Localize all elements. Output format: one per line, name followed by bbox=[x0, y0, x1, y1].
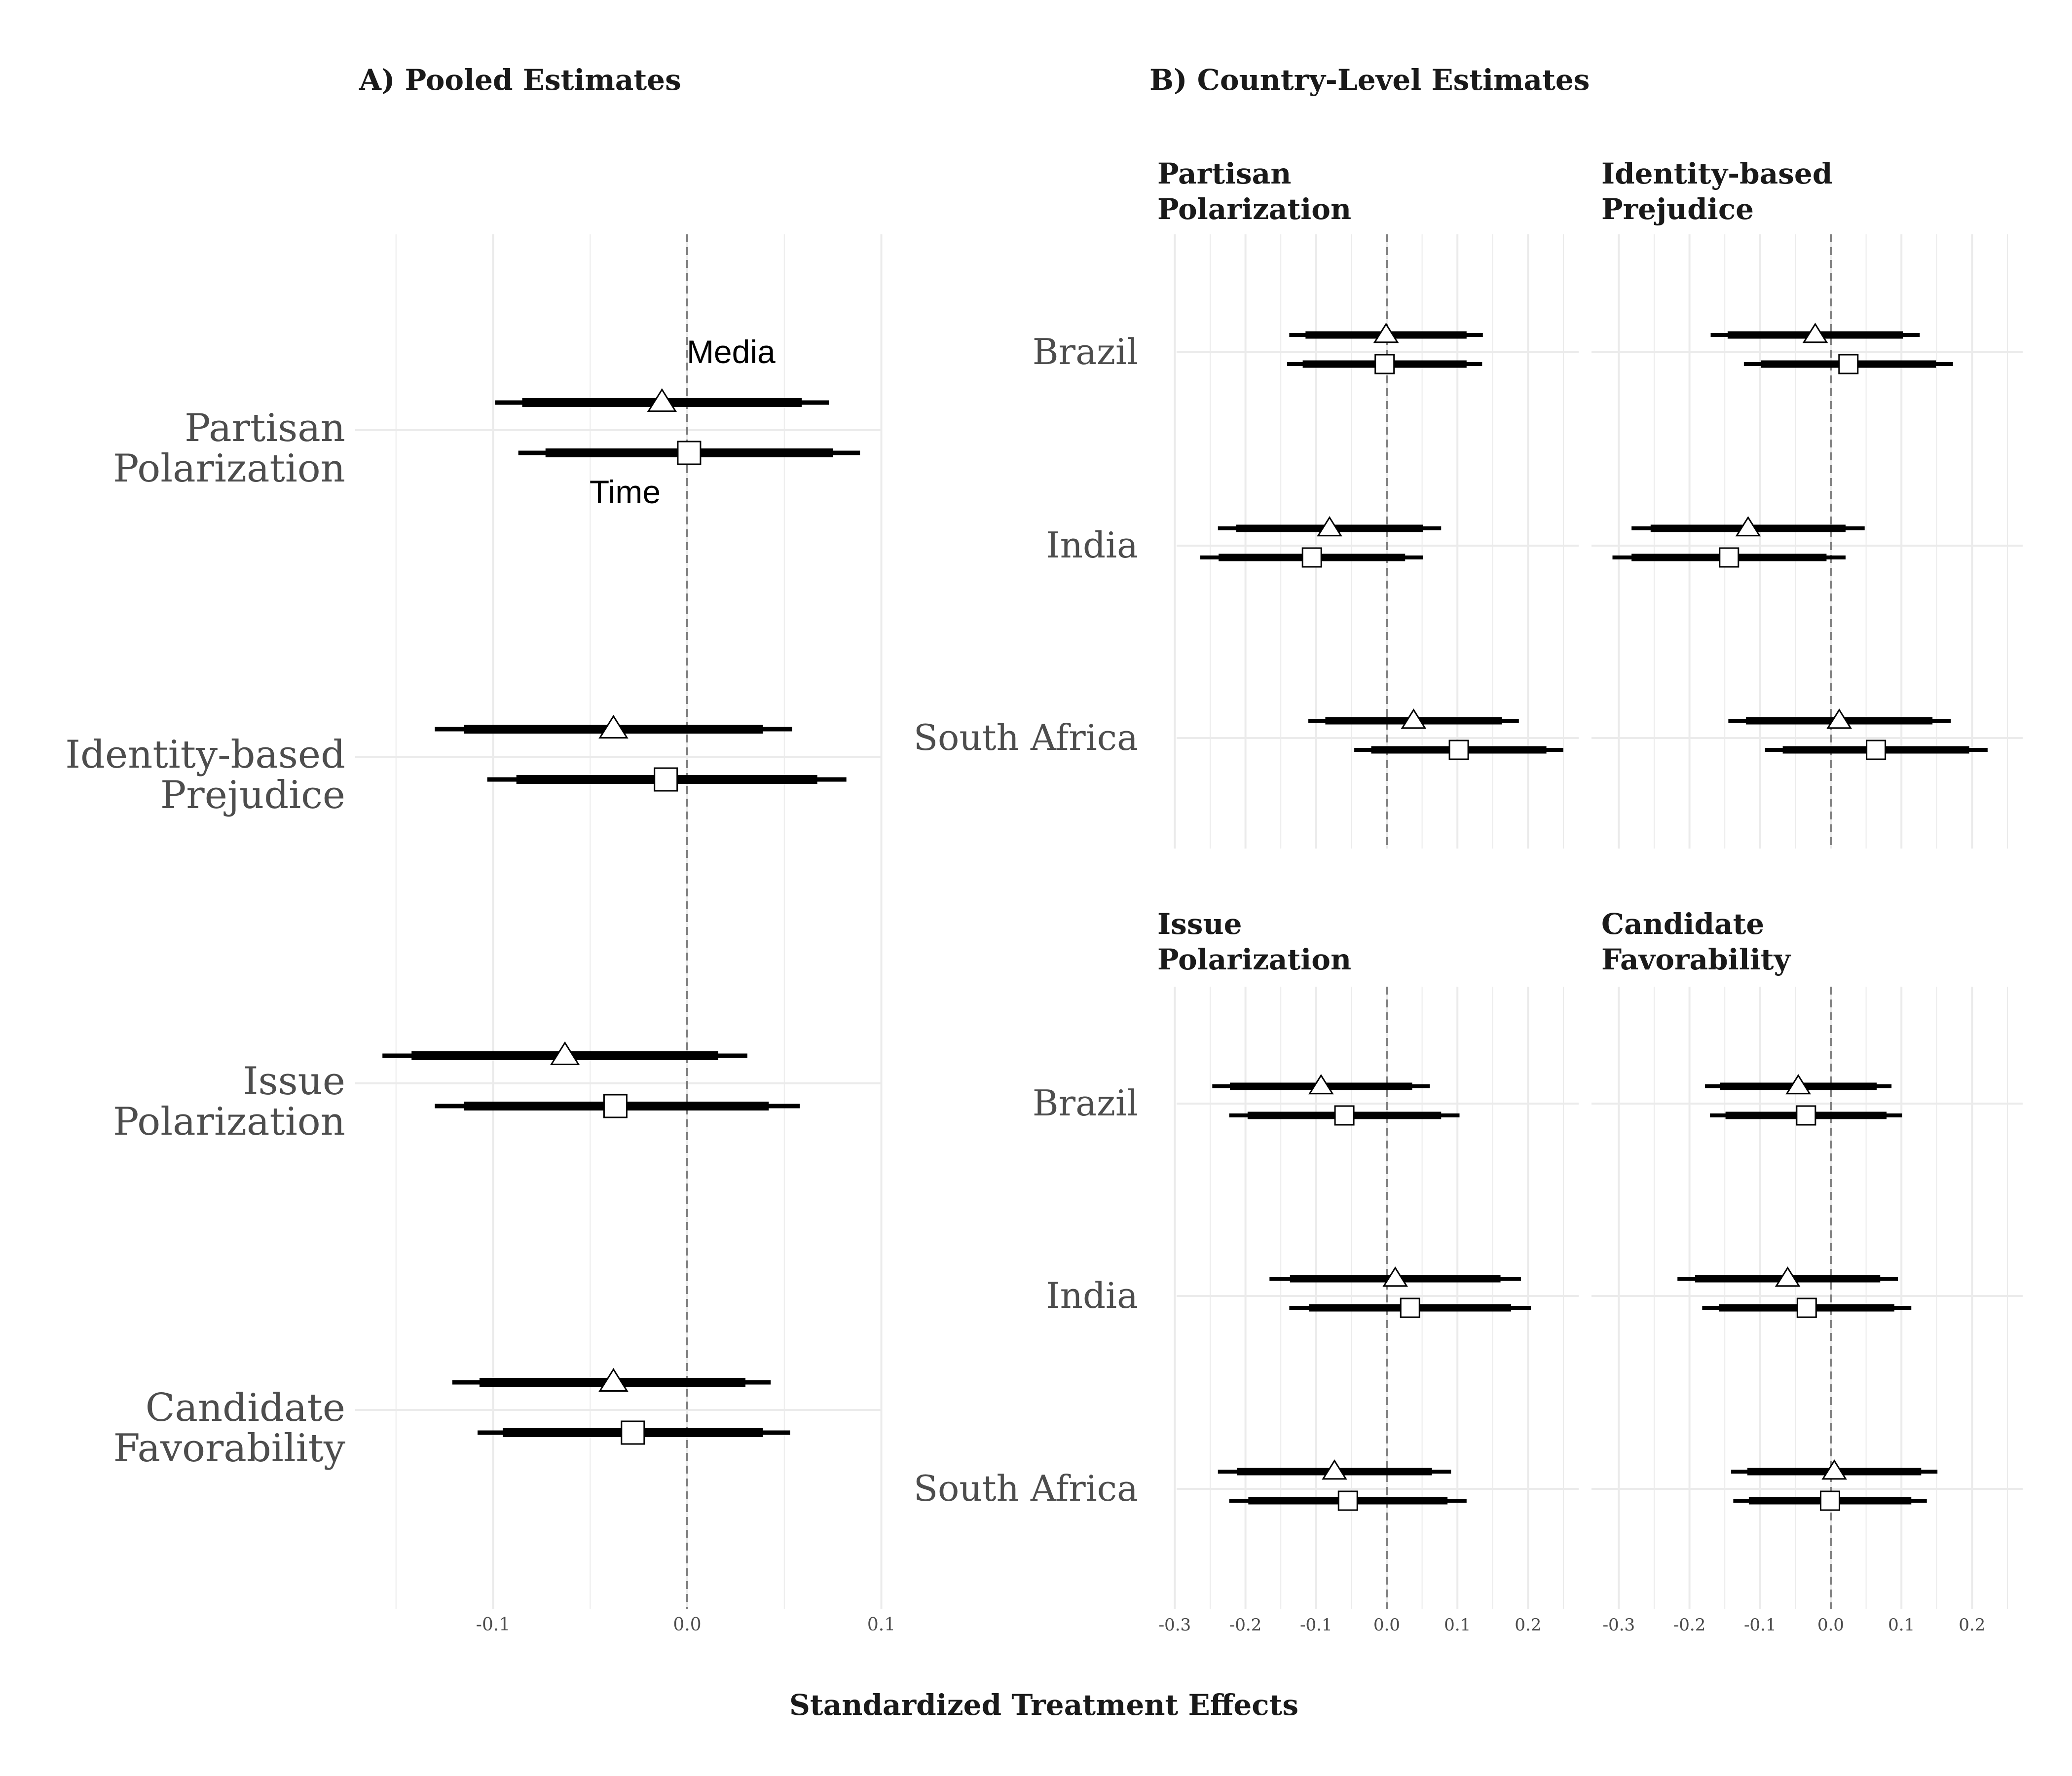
point-estimate-a-pooled-estimates-media bbox=[598, 1368, 629, 1392]
category-label: Identity-based bbox=[65, 733, 345, 777]
facet-title: Candidate bbox=[1601, 907, 1764, 941]
point-estimate-a-pooled-estimates-media bbox=[598, 714, 629, 739]
x-tick-label: 0.0 bbox=[1373, 1615, 1400, 1635]
x-tick-label: 0.2 bbox=[1959, 1615, 1985, 1635]
category-label: Issue bbox=[243, 1059, 345, 1104]
x-tick-label: -0.2 bbox=[1673, 1615, 1706, 1635]
point-estimate-identity-based-prejudice-time bbox=[1719, 547, 1739, 568]
country-label: South Africa bbox=[914, 1468, 1138, 1509]
x-tick-label: 0.1 bbox=[867, 1615, 895, 1635]
point-estimate-a-pooled-estimates-time bbox=[677, 441, 702, 465]
country-label: India bbox=[1046, 1275, 1138, 1316]
time-annotation: Time bbox=[590, 474, 661, 510]
x-tick-label: -0.3 bbox=[1159, 1615, 1191, 1635]
point-estimate-identity-based-prejudice-media bbox=[1735, 516, 1761, 537]
point-estimate-partisan-polarization-media bbox=[1373, 323, 1399, 343]
country-label: South Africa bbox=[914, 717, 1138, 758]
point-estimate-issue-polarization-time bbox=[1334, 1105, 1355, 1126]
country-label: Brazil bbox=[1033, 331, 1138, 372]
point-estimate-identity-based-prejudice-media bbox=[1802, 323, 1828, 343]
point-estimate-a-pooled-estimates-time bbox=[603, 1094, 628, 1118]
x-tick-label: 0.2 bbox=[1515, 1615, 1541, 1635]
facet-title: Identity-based bbox=[1601, 157, 1832, 190]
x-tick-label: -0.1 bbox=[1744, 1615, 1776, 1635]
x-tick-label: 0.0 bbox=[1817, 1615, 1844, 1635]
point-estimate-candidate-favorability-media bbox=[1785, 1074, 1811, 1095]
country-label: Brazil bbox=[1033, 1082, 1138, 1124]
category-label: Polarization bbox=[113, 1100, 345, 1144]
panel-b-title: B) Country-Level Estimates bbox=[1149, 63, 1590, 97]
point-estimate-a-pooled-estimates-time bbox=[621, 1420, 645, 1445]
x-tick-label: 0.0 bbox=[673, 1615, 701, 1635]
x-tick-label: -0.2 bbox=[1229, 1615, 1262, 1635]
category-label: Candidate bbox=[146, 1386, 345, 1430]
x-tick-label: 0.2 bbox=[1515, 1615, 1541, 1635]
point-estimate-identity-based-prejudice-media bbox=[1826, 708, 1852, 729]
facet-title: Polarization bbox=[1157, 943, 1351, 976]
point-estimate-candidate-favorability-time bbox=[1796, 1105, 1816, 1126]
point-estimate-candidate-favorability-media bbox=[1775, 1266, 1801, 1287]
facet-title: Favorability bbox=[1601, 943, 1792, 976]
point-estimate-candidate-favorability-time bbox=[1820, 1490, 1841, 1511]
x-tick-label: -0.1 bbox=[1744, 1615, 1776, 1635]
point-estimate-candidate-favorability-time bbox=[1796, 1297, 1817, 1318]
x-tick-label: -0.1 bbox=[1300, 1615, 1332, 1635]
x-tick-label: -0.2 bbox=[1673, 1615, 1706, 1635]
x-tick-label: -0.1 bbox=[476, 1615, 510, 1635]
country-label: India bbox=[1046, 524, 1138, 566]
text-layer: A) Pooled Estimates B) Country-Level Est… bbox=[65, 63, 1985, 1722]
point-estimate-issue-polarization-time bbox=[1400, 1297, 1420, 1318]
x-tick-label: 0.1 bbox=[1888, 1615, 1915, 1635]
point-estimate-partisan-polarization-media bbox=[1401, 708, 1427, 729]
category-label: Partisan bbox=[185, 406, 345, 450]
point-estimate-issue-polarization-media bbox=[1308, 1074, 1334, 1095]
x-tick-label: -0.1 bbox=[1300, 1615, 1332, 1635]
marks-layer bbox=[382, 323, 1988, 1511]
grid-layer bbox=[355, 234, 2023, 1609]
facet-title: Partisan bbox=[1157, 157, 1291, 190]
x-tick-label: 0.0 bbox=[1373, 1615, 1400, 1635]
point-estimate-issue-polarization-media bbox=[1322, 1459, 1347, 1480]
x-tick-label: 0.1 bbox=[1888, 1615, 1915, 1635]
x-tick-label: 0.1 bbox=[1444, 1615, 1471, 1635]
point-estimate-identity-based-prejudice-time bbox=[1838, 354, 1859, 374]
x-tick-label: -0.3 bbox=[1603, 1615, 1635, 1635]
point-estimate-partisan-polarization-time bbox=[1301, 547, 1322, 568]
point-estimate-candidate-favorability-media bbox=[1821, 1459, 1847, 1480]
point-estimate-a-pooled-estimates-time bbox=[654, 767, 678, 792]
point-estimate-a-pooled-estimates-media bbox=[647, 388, 677, 412]
category-label: Favorability bbox=[113, 1426, 345, 1471]
x-tick-label: -0.2 bbox=[1229, 1615, 1262, 1635]
point-estimate-partisan-polarization-time bbox=[1448, 740, 1469, 760]
point-estimate-partisan-polarization-media bbox=[1317, 516, 1342, 537]
point-estimate-a-pooled-estimates-media bbox=[550, 1041, 580, 1065]
facet-title: Polarization bbox=[1157, 192, 1351, 226]
point-estimate-partisan-polarization-time bbox=[1374, 354, 1395, 374]
x-tick-label: -0.3 bbox=[1159, 1615, 1191, 1635]
x-tick-label: -0.3 bbox=[1603, 1615, 1635, 1635]
point-estimate-identity-based-prejudice-time bbox=[1866, 740, 1887, 760]
category-label: Prejudice bbox=[160, 773, 345, 817]
panel-a-title: A) Pooled Estimates bbox=[359, 63, 681, 97]
facet-title: Issue bbox=[1157, 907, 1242, 941]
x-tick-label: 0.1 bbox=[1444, 1615, 1471, 1635]
media-annotation: Media bbox=[687, 333, 776, 370]
x-axis-title: Standardized Treatment Effects bbox=[789, 1688, 1298, 1722]
facet-title: Prejudice bbox=[1601, 192, 1754, 226]
category-label: Polarization bbox=[113, 446, 345, 491]
x-tick-label: 0.0 bbox=[1817, 1615, 1844, 1635]
point-estimate-issue-polarization-time bbox=[1337, 1490, 1358, 1511]
point-estimate-issue-polarization-media bbox=[1382, 1266, 1408, 1287]
x-tick-label: 0.2 bbox=[1959, 1615, 1985, 1635]
